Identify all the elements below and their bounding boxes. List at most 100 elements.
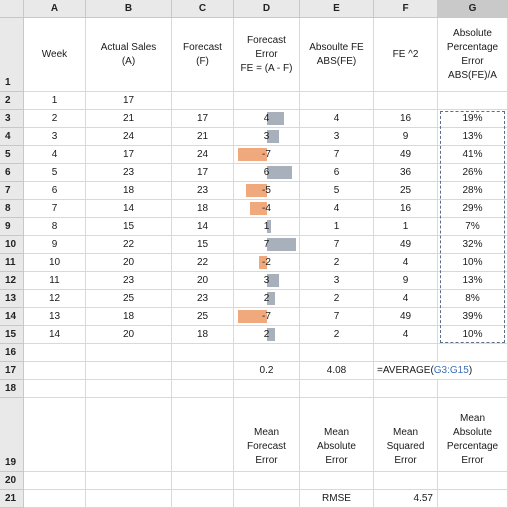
- cell-a15[interactable]: 14: [24, 326, 86, 344]
- cell-b19[interactable]: [86, 398, 172, 472]
- label-mean-forecast-error[interactable]: Mean Forecast Error: [234, 398, 300, 472]
- cell-d14[interactable]: -7: [234, 308, 300, 326]
- cell-f4[interactable]: 9: [374, 128, 438, 146]
- column-header-f[interactable]: F: [374, 0, 438, 18]
- cell-a19[interactable]: [24, 398, 86, 472]
- row-header-2[interactable]: 2: [0, 92, 24, 110]
- row-header-11[interactable]: 11: [0, 254, 24, 272]
- label-mean-abs-pct-error[interactable]: Mean Absolute Percentage Error: [438, 398, 508, 472]
- cell-b4[interactable]: 24: [86, 128, 172, 146]
- row-header-9[interactable]: 9: [0, 218, 24, 236]
- cell-d21[interactable]: [234, 490, 300, 508]
- select-all-corner[interactable]: [0, 0, 24, 18]
- cell-f14[interactable]: 49: [374, 308, 438, 326]
- cell-b18[interactable]: [86, 380, 172, 398]
- cell-g20[interactable]: [438, 472, 508, 490]
- cell-d2[interactable]: [234, 92, 300, 110]
- cell-g13[interactable]: 8%: [438, 290, 508, 308]
- column-header-d[interactable]: D: [234, 0, 300, 18]
- cell-b7[interactable]: 18: [86, 182, 172, 200]
- cell-f18[interactable]: [374, 380, 438, 398]
- row-header-18[interactable]: 18: [0, 380, 24, 398]
- cell-a2[interactable]: 1: [24, 92, 86, 110]
- cell-d11[interactable]: -2: [234, 254, 300, 272]
- header-week[interactable]: Week: [24, 18, 86, 92]
- cell-b3[interactable]: 21: [86, 110, 172, 128]
- cell-d15[interactable]: 2: [234, 326, 300, 344]
- row-header-8[interactable]: 8: [0, 200, 24, 218]
- cell-f15[interactable]: 4: [374, 326, 438, 344]
- column-header-e[interactable]: E: [300, 0, 374, 18]
- cell-g21[interactable]: [438, 490, 508, 508]
- cell-c7[interactable]: 23: [172, 182, 234, 200]
- cell-d5[interactable]: -7: [234, 146, 300, 164]
- row-header-17[interactable]: 17: [0, 362, 24, 380]
- cell-c14[interactable]: 25: [172, 308, 234, 326]
- row-header-16[interactable]: 16: [0, 344, 24, 362]
- mean-forecast-error-value[interactable]: 0.2: [234, 362, 300, 380]
- cell-f9[interactable]: 1: [374, 218, 438, 236]
- cell-b20[interactable]: [86, 472, 172, 490]
- cell-d8[interactable]: -4: [234, 200, 300, 218]
- cell-e4[interactable]: 3: [300, 128, 374, 146]
- column-header-a[interactable]: A: [24, 0, 86, 18]
- cell-b5[interactable]: 17: [86, 146, 172, 164]
- cell-e3[interactable]: 4: [300, 110, 374, 128]
- column-header-g[interactable]: G: [438, 0, 508, 18]
- mean-absolute-error-value[interactable]: 4.08: [300, 362, 374, 380]
- cell-g5[interactable]: 41%: [438, 146, 508, 164]
- cell-f12[interactable]: 9: [374, 272, 438, 290]
- cell-c6[interactable]: 17: [172, 164, 234, 182]
- cell-e12[interactable]: 3: [300, 272, 374, 290]
- cell-e13[interactable]: 2: [300, 290, 374, 308]
- cell-b17[interactable]: [86, 362, 172, 380]
- cell-g7[interactable]: 28%: [438, 182, 508, 200]
- cell-a21[interactable]: [24, 490, 86, 508]
- cell-g3[interactable]: 19%: [438, 110, 508, 128]
- cell-g10[interactable]: 32%: [438, 236, 508, 254]
- cell-e15[interactable]: 2: [300, 326, 374, 344]
- cell-f16[interactable]: [374, 344, 438, 362]
- cell-c5[interactable]: 24: [172, 146, 234, 164]
- cell-a9[interactable]: 8: [24, 218, 86, 236]
- cell-e9[interactable]: 1: [300, 218, 374, 236]
- cell-c4[interactable]: 21: [172, 128, 234, 146]
- cell-d12[interactable]: 3: [234, 272, 300, 290]
- cell-g15[interactable]: 10%: [438, 326, 508, 344]
- cell-d18[interactable]: [234, 380, 300, 398]
- cell-c21[interactable]: [172, 490, 234, 508]
- cell-e2[interactable]: [300, 92, 374, 110]
- row-header-1[interactable]: 1: [0, 18, 24, 92]
- column-header-c[interactable]: C: [172, 0, 234, 18]
- cell-e16[interactable]: [300, 344, 374, 362]
- cell-b13[interactable]: 25: [86, 290, 172, 308]
- cell-g16[interactable]: [438, 344, 508, 362]
- cell-f3[interactable]: 16: [374, 110, 438, 128]
- cell-a16[interactable]: [24, 344, 86, 362]
- cell-g11[interactable]: 10%: [438, 254, 508, 272]
- cell-b2[interactable]: 17: [86, 92, 172, 110]
- cell-a20[interactable]: [24, 472, 86, 490]
- cell-g4[interactable]: 13%: [438, 128, 508, 146]
- rmse-value[interactable]: 4.57: [374, 490, 438, 508]
- cell-g17[interactable]: [438, 362, 508, 380]
- cell-g2[interactable]: [438, 92, 508, 110]
- cell-e20[interactable]: [300, 472, 374, 490]
- cell-g9[interactable]: 7%: [438, 218, 508, 236]
- cell-b9[interactable]: 15: [86, 218, 172, 236]
- cell-d13[interactable]: 2: [234, 290, 300, 308]
- cell-g6[interactable]: 26%: [438, 164, 508, 182]
- cell-b10[interactable]: 22: [86, 236, 172, 254]
- row-header-15[interactable]: 15: [0, 326, 24, 344]
- column-header-b[interactable]: B: [86, 0, 172, 18]
- cell-c18[interactable]: [172, 380, 234, 398]
- row-header-10[interactable]: 10: [0, 236, 24, 254]
- cell-e8[interactable]: 4: [300, 200, 374, 218]
- row-header-7[interactable]: 7: [0, 182, 24, 200]
- cell-a10[interactable]: 9: [24, 236, 86, 254]
- cell-b21[interactable]: [86, 490, 172, 508]
- cell-f7[interactable]: 25: [374, 182, 438, 200]
- cell-a5[interactable]: 4: [24, 146, 86, 164]
- cell-d20[interactable]: [234, 472, 300, 490]
- header-actual-sales[interactable]: Actual Sales (A): [86, 18, 172, 92]
